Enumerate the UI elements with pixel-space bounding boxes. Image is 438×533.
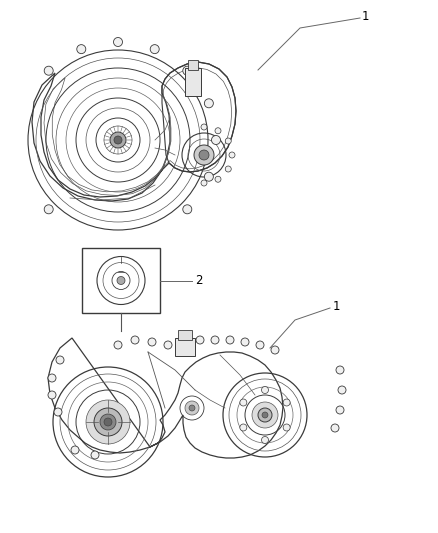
Circle shape xyxy=(225,166,231,172)
Circle shape xyxy=(150,45,159,54)
Circle shape xyxy=(240,399,247,406)
Text: 2: 2 xyxy=(195,274,202,287)
Circle shape xyxy=(225,138,231,144)
Circle shape xyxy=(181,338,189,346)
Circle shape xyxy=(241,338,249,346)
Circle shape xyxy=(226,336,234,344)
Circle shape xyxy=(91,451,99,459)
Circle shape xyxy=(258,408,272,422)
Bar xyxy=(82,248,160,313)
Circle shape xyxy=(331,424,339,432)
Circle shape xyxy=(44,66,53,75)
Text: 1: 1 xyxy=(333,300,340,312)
Circle shape xyxy=(215,128,221,134)
Circle shape xyxy=(54,408,62,416)
Circle shape xyxy=(56,356,64,364)
Circle shape xyxy=(189,405,195,411)
Circle shape xyxy=(229,152,235,158)
Circle shape xyxy=(261,437,268,443)
Circle shape xyxy=(196,336,204,344)
Circle shape xyxy=(262,412,268,418)
Circle shape xyxy=(113,37,123,46)
Circle shape xyxy=(114,341,122,349)
Circle shape xyxy=(164,341,172,349)
Circle shape xyxy=(194,145,214,165)
Circle shape xyxy=(77,45,86,54)
Circle shape xyxy=(199,150,209,160)
Circle shape xyxy=(252,402,278,428)
Circle shape xyxy=(100,414,116,430)
Circle shape xyxy=(131,336,139,344)
Circle shape xyxy=(117,277,125,285)
Circle shape xyxy=(185,401,199,415)
Circle shape xyxy=(48,391,56,399)
Circle shape xyxy=(48,374,56,382)
Circle shape xyxy=(211,336,219,344)
Circle shape xyxy=(240,424,247,431)
Bar xyxy=(178,330,192,340)
Circle shape xyxy=(205,99,213,108)
Circle shape xyxy=(44,205,53,214)
Circle shape xyxy=(183,66,192,75)
Circle shape xyxy=(201,124,207,130)
Bar xyxy=(175,338,195,356)
Circle shape xyxy=(283,399,290,406)
Circle shape xyxy=(114,136,122,144)
Bar xyxy=(188,60,198,70)
Circle shape xyxy=(336,366,344,374)
Circle shape xyxy=(86,400,130,444)
Circle shape xyxy=(104,418,112,426)
Circle shape xyxy=(183,205,192,214)
Circle shape xyxy=(188,77,198,87)
Circle shape xyxy=(215,176,221,182)
Circle shape xyxy=(201,180,207,186)
Circle shape xyxy=(271,346,279,354)
Circle shape xyxy=(110,132,126,148)
Circle shape xyxy=(205,172,213,181)
Circle shape xyxy=(212,135,220,144)
Circle shape xyxy=(338,386,346,394)
Text: 1: 1 xyxy=(362,10,370,22)
Circle shape xyxy=(256,341,264,349)
Circle shape xyxy=(283,424,290,431)
Circle shape xyxy=(94,408,122,436)
Circle shape xyxy=(261,386,268,393)
Bar xyxy=(185,68,201,96)
Circle shape xyxy=(336,406,344,414)
Circle shape xyxy=(71,446,79,454)
Circle shape xyxy=(148,338,156,346)
